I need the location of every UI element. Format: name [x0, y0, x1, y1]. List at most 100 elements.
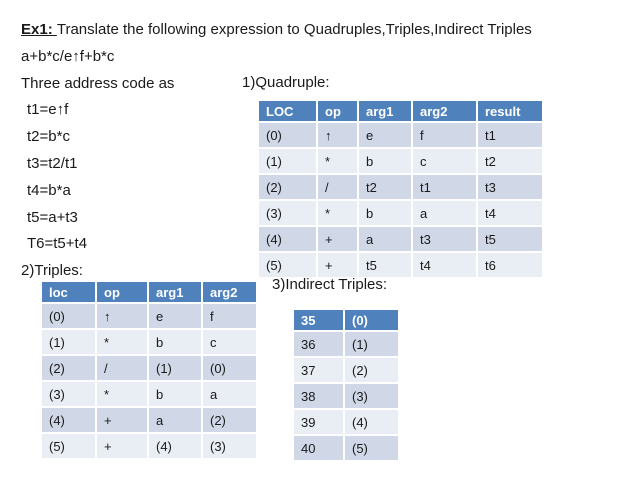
three-address-label: Three address code as	[21, 74, 175, 92]
table-cell: c	[203, 330, 256, 354]
table-cell: f	[413, 123, 476, 147]
table-row: (2) / (1) (0)	[42, 356, 256, 380]
quadruple-table: LOC op arg1 arg2 result (0) ↑ e f t1 (1) * b c t2 (2) / t…	[257, 99, 544, 279]
table-cell: t5	[478, 227, 542, 251]
table-cell: (3)	[259, 201, 316, 225]
section-triples-label: 2)Triples:	[21, 262, 83, 280]
header-cell: arg2	[413, 101, 476, 121]
table-cell: a	[413, 201, 476, 225]
table-cell: t2	[359, 175, 411, 199]
table-row: 37 (2)	[294, 358, 398, 382]
table-row: 36 (1)	[294, 332, 398, 356]
code-line: t4=b*a	[27, 181, 71, 199]
table-cell: e	[149, 304, 201, 328]
table-cell: (1)	[259, 149, 316, 173]
table-row: (1) * b c	[42, 330, 256, 354]
table-row: (5) + t5 t4 t6	[259, 253, 542, 277]
header-cell: loc	[42, 282, 95, 302]
table-row: 40 (5)	[294, 436, 398, 460]
table-cell: (4)	[149, 434, 201, 458]
header-cell: (0)	[345, 310, 398, 330]
header-cell: 35	[294, 310, 343, 330]
table-cell: +	[97, 408, 147, 432]
header-cell: arg2	[203, 282, 256, 302]
indirect-triples-table: 35 (0) 36 (1) 37 (2) 38 (3) 39 (4) 40 (5)	[292, 308, 400, 462]
table-cell: ↑	[97, 304, 147, 328]
table-cell: +	[318, 253, 357, 277]
code-line: t1=e↑f	[27, 101, 69, 119]
table-cell: 37	[294, 358, 343, 382]
table-cell: (2)	[345, 358, 398, 382]
table-row: 38 (3)	[294, 384, 398, 408]
table-cell: t1	[478, 123, 542, 147]
table-cell: (0)	[42, 304, 95, 328]
header-cell: op	[318, 101, 357, 121]
table-cell: e	[359, 123, 411, 147]
table-cell: (1)	[345, 332, 398, 356]
table-cell: (5)	[345, 436, 398, 460]
table-cell: 40	[294, 436, 343, 460]
expression-line: a+b*c/e↑f+b*c	[21, 47, 115, 65]
table-cell: c	[413, 149, 476, 173]
table-header-row: loc op arg1 arg2	[42, 282, 256, 302]
table-cell: t6	[478, 253, 542, 277]
table-cell: +	[97, 434, 147, 458]
table-cell: (3)	[42, 382, 95, 406]
code-line: t5=a+t3	[27, 208, 78, 226]
table-cell: (4)	[259, 227, 316, 251]
header-cell: LOC	[259, 101, 316, 121]
table-cell: a	[149, 408, 201, 432]
title-prefix: Ex1:	[21, 21, 57, 38]
table-cell: (1)	[149, 356, 201, 380]
table-cell: f	[203, 304, 256, 328]
table-cell: t3	[478, 175, 542, 199]
table-cell: b	[359, 149, 411, 173]
table-cell: 38	[294, 384, 343, 408]
table-cell: a	[359, 227, 411, 251]
section-quadruple-label: 1)Quadruple:	[242, 74, 330, 91]
table-cell: t2	[478, 149, 542, 173]
table-header-row: LOC op arg1 arg2 result	[259, 101, 542, 121]
header-cell: result	[478, 101, 542, 121]
section-indirect-triples-label: 3)Indirect Triples:	[272, 276, 388, 293]
table-cell: b	[149, 330, 201, 354]
table-row: (3) * b a	[42, 382, 256, 406]
table-cell: t3	[413, 227, 476, 251]
table-row: (4) + a (2)	[42, 408, 256, 432]
table-row: (0) ↑ e f t1	[259, 123, 542, 147]
left-text-block: Ex1: Translate the following expression …	[21, 17, 532, 285]
table-row: (3) * b a t4	[259, 201, 542, 225]
table-cell: *	[97, 330, 147, 354]
table-cell: (0)	[203, 356, 256, 380]
triples-table: loc op arg1 arg2 (0) ↑ e f (1) * b c (2) / (1) (0) (3) * b…	[40, 280, 258, 460]
table-cell: ↑	[318, 123, 357, 147]
table-cell: (4)	[345, 410, 398, 434]
table-cell: (5)	[259, 253, 316, 277]
header-cell: arg1	[359, 101, 411, 121]
table-cell: (3)	[203, 434, 256, 458]
table-cell: *	[318, 149, 357, 173]
table-cell: t4	[478, 201, 542, 225]
table-cell: t1	[413, 175, 476, 199]
table-header-row: 35 (0)	[294, 310, 398, 330]
table-cell: +	[318, 227, 357, 251]
table-cell: t4	[413, 253, 476, 277]
table-cell: /	[318, 175, 357, 199]
slide-title: Ex1: Translate the following expression …	[21, 17, 532, 44]
table-cell: b	[359, 201, 411, 225]
table-row: 39 (4)	[294, 410, 398, 434]
table-cell: a	[203, 382, 256, 406]
table-row: (1) * b c t2	[259, 149, 542, 173]
table-cell: /	[97, 356, 147, 380]
code-line: T6=t5+t4	[27, 235, 88, 253]
header-cell: op	[97, 282, 147, 302]
title-rest: Translate the following expression to Qu…	[56, 21, 532, 38]
table-cell: b	[149, 382, 201, 406]
table-row: (4) + a t3 t5	[259, 227, 542, 251]
table-cell: (4)	[42, 408, 95, 432]
table-cell: (2)	[42, 356, 95, 380]
table-cell: (3)	[345, 384, 398, 408]
table-cell: *	[318, 201, 357, 225]
table-cell: 39	[294, 410, 343, 434]
